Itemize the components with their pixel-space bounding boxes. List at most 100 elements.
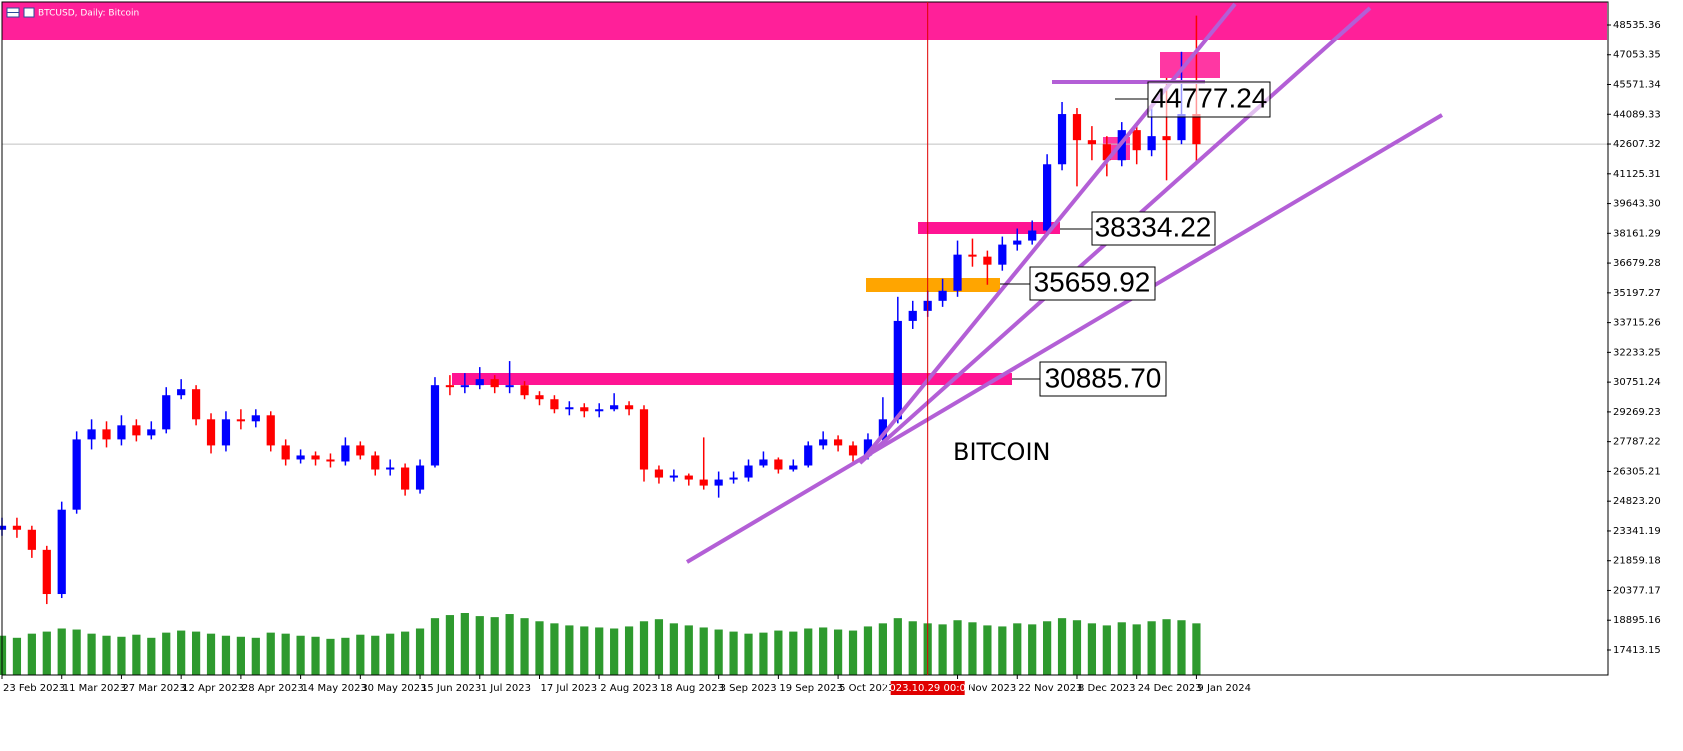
volume-bar [1102, 625, 1111, 675]
candle-body [669, 475, 678, 478]
candle-body [819, 439, 828, 446]
candle-body [72, 439, 81, 510]
candle-body [699, 479, 708, 486]
volume-bar [520, 618, 529, 675]
annotation: 35659.92 [1034, 266, 1151, 297]
annotation: 38334.22 [1095, 211, 1212, 242]
volume-bar [833, 629, 843, 675]
candle-body [1013, 240, 1022, 245]
y-tick-label: 47053.35 [1613, 50, 1661, 61]
volume-bar [0, 635, 7, 675]
volume-bar [1192, 623, 1201, 675]
x-tick-label: 9 Jan 2024 [1197, 683, 1251, 694]
volume-bar [1177, 620, 1186, 675]
volume-bar [1147, 621, 1156, 675]
candle-body [296, 455, 305, 460]
candle-body [610, 405, 619, 410]
candle-body [87, 429, 96, 440]
y-tick-label: 23341.19 [1613, 526, 1661, 537]
x-tick-label: 28 Apr 2023 [242, 683, 304, 694]
candle-body [206, 419, 216, 446]
candle-body [132, 425, 141, 436]
candle-body [430, 385, 440, 466]
y-tick-label: 29269.23 [1613, 407, 1661, 418]
candle-body [953, 254, 962, 291]
candle-body [833, 439, 843, 446]
y-tick-label: 24823.20 [1613, 496, 1661, 507]
candle-body [848, 445, 858, 456]
candle-body [102, 429, 111, 440]
candle-body [654, 469, 664, 478]
y-tick-label: 27787.22 [1613, 437, 1661, 448]
volume-bar [415, 628, 425, 675]
volume-bar [266, 632, 275, 675]
candle-body [386, 467, 395, 470]
x-tick-label: 14 May 2023 [302, 683, 367, 694]
title-bar: BTCUSD, Daily: Bitcoin [6, 7, 139, 19]
candle-body [0, 525, 7, 530]
x-tick-label: 8 Dec 2023 [1078, 683, 1136, 694]
zone [918, 222, 1060, 234]
candle-body [639, 409, 649, 470]
x-tick-label: 5 Oct 2023 [839, 683, 894, 694]
volume-bar [1013, 623, 1022, 675]
volume-bar [983, 625, 992, 675]
annotation-box [1147, 81, 1271, 118]
volume-bar [326, 638, 335, 675]
volume-bar [281, 633, 290, 675]
volume-bar [938, 624, 947, 675]
zone [452, 373, 1012, 385]
candle-body [490, 379, 499, 388]
y-tick-label: 41125.31 [1613, 169, 1661, 180]
candle-body [968, 254, 977, 257]
candle-body [684, 475, 693, 480]
y-tick-label: 17413.15 [1613, 645, 1661, 656]
zone [2, 2, 1607, 40]
volumes [0, 613, 1201, 675]
volume-bar [356, 634, 365, 675]
volume-bar [535, 621, 544, 675]
volume-bar [191, 631, 201, 675]
volume-bar [445, 615, 455, 675]
candle-body [1072, 114, 1082, 141]
x-tick-label: 18 Aug 2023 [660, 683, 724, 694]
candle-body [1087, 140, 1097, 145]
candle-body [42, 549, 51, 595]
candle-body [266, 415, 275, 446]
candle-body [1028, 230, 1037, 241]
volume-bar [639, 621, 649, 675]
candle-body [789, 465, 798, 470]
y-tick-label: 39643.30 [1613, 199, 1661, 210]
volume-bar [1057, 618, 1067, 675]
volume-bar [998, 626, 1007, 675]
y-tick-label: 35197.27 [1613, 288, 1661, 299]
candle-body [983, 256, 992, 265]
volume-bar [505, 614, 514, 675]
candle-body [908, 310, 917, 321]
y-tick-label: 20377.17 [1613, 585, 1661, 596]
candle-body [938, 290, 947, 301]
volume-bar [595, 627, 604, 675]
x-tick-label: 2 Aug 2023 [600, 683, 658, 694]
volume-bar [1072, 620, 1082, 675]
candle-body [236, 419, 245, 422]
volume-bar [162, 632, 171, 675]
candle-body [401, 467, 410, 490]
candle-body [415, 465, 425, 490]
x-tick-label: 17 Jul 2023 [540, 683, 597, 694]
y-tick-label: 44089.33 [1613, 109, 1661, 120]
candle-body [12, 525, 22, 530]
volume-bar [401, 631, 410, 675]
candle-body [774, 459, 783, 470]
candle-body [147, 429, 156, 436]
annotation: 30885.70 [1045, 362, 1162, 393]
plot-frame [1, 1, 1609, 676]
y-tick-label: 21859.18 [1613, 556, 1661, 567]
x-tick-label: 23 Feb 2023 [3, 683, 65, 694]
volume-bar [669, 623, 678, 675]
candle-body [1177, 114, 1186, 141]
candle-body [57, 509, 66, 595]
volume-bar [490, 617, 499, 675]
volume-bar [550, 623, 559, 675]
